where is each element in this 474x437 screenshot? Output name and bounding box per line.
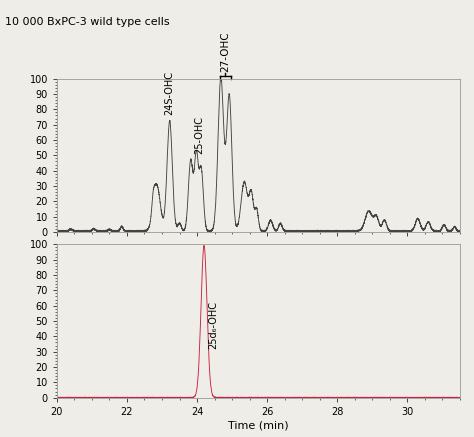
Text: 25d₆-OHC: 25d₆-OHC bbox=[208, 301, 218, 349]
Text: 24S-OHC: 24S-OHC bbox=[164, 72, 175, 115]
Text: 25-OHC: 25-OHC bbox=[194, 116, 204, 154]
Text: 27-OHC: 27-OHC bbox=[220, 31, 230, 72]
Text: 10 000 BxPC-3 wild type cells: 10 000 BxPC-3 wild type cells bbox=[5, 17, 169, 28]
X-axis label: Time (min): Time (min) bbox=[228, 421, 289, 431]
